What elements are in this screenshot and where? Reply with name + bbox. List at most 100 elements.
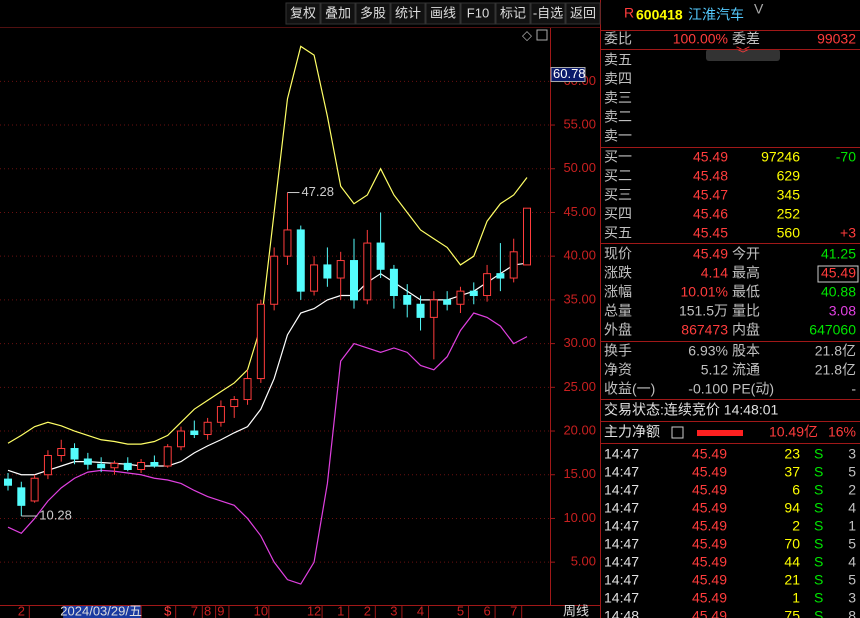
info-label: 收益(一) — [604, 381, 655, 397]
toolbar-label[interactable]: 标记 — [500, 5, 526, 20]
stat-label: 量比 — [732, 303, 760, 319]
tick-time: 14:47 — [604, 518, 639, 534]
suffix: V — [754, 1, 764, 17]
info-value: - — [851, 381, 856, 397]
sell-label: 卖一 — [604, 128, 632, 144]
tick-count: 3 — [848, 446, 856, 462]
high-label: 47.28 — [301, 184, 334, 199]
tick-side: S — [814, 500, 823, 516]
label: 委差 — [732, 31, 760, 47]
candle-body — [469, 290, 478, 297]
tick-count: 8 — [848, 608, 856, 618]
stat-label: 现价 — [604, 246, 632, 262]
toolbar-button[interactable] — [530, 2, 566, 25]
indicator-line — [7, 45, 528, 445]
toolbar-button[interactable] — [425, 2, 461, 25]
tick-volume: 1 — [792, 590, 800, 606]
candle-body — [496, 273, 505, 279]
candle-body — [350, 260, 358, 301]
candle-body — [456, 290, 465, 305]
candle-body — [270, 255, 279, 305]
candle-body — [150, 461, 159, 467]
info-label: 股本 — [732, 343, 760, 359]
x-tick-label: 4 — [417, 603, 424, 618]
x-tick-label: 1 — [337, 603, 344, 618]
toolbar-button[interactable] — [495, 2, 531, 25]
toolbar-label[interactable]: F10 — [467, 5, 489, 20]
candle-body — [137, 461, 146, 470]
menu-icon — [671, 426, 684, 439]
y-tick-label: 50.00 — [563, 160, 596, 175]
x-tick-label: 2 — [18, 603, 25, 618]
tick-count: 5 — [848, 572, 856, 588]
collapse-arrow: ︾ — [736, 46, 750, 62]
x-tick-label: 2024/03/29/五 — [60, 603, 142, 618]
tick-side: S — [814, 590, 823, 606]
toolbar-button[interactable] — [390, 2, 426, 25]
toolbar-label[interactable]: 叠加 — [325, 5, 351, 20]
toolbar-button[interactable] — [565, 2, 601, 25]
candle-body — [230, 399, 239, 408]
toolbar-label[interactable]: -自选 — [533, 5, 563, 20]
tick-price: 45.49 — [692, 536, 727, 552]
buy-label: 买四 — [604, 206, 632, 222]
stock-name: 江淮汽车 — [688, 7, 744, 23]
stat-label: 外盘 — [604, 322, 632, 338]
sell-label: 卖五 — [604, 52, 632, 68]
period-label[interactable]: 周线 — [563, 603, 589, 618]
tick-count: 1 — [848, 518, 856, 534]
candle-body — [243, 378, 252, 401]
toolbar-button[interactable] — [320, 2, 356, 25]
toolbar-label[interactable]: 多股 — [360, 5, 386, 20]
stat-value: 3.08 — [829, 303, 856, 319]
y-tick-label: 10.00 — [563, 510, 596, 525]
stat-value: 151.5万 — [679, 303, 728, 319]
candle-body — [256, 303, 265, 380]
collapse-tab[interactable] — [706, 49, 780, 61]
buy-volume: 629 — [777, 168, 801, 184]
toolbar-label[interactable]: 复权 — [290, 5, 316, 20]
buy-price: 45.45 — [693, 225, 728, 241]
y-tick-label: 5.00 — [571, 554, 596, 569]
label: 委比 — [604, 31, 632, 47]
info-label: 净资 — [604, 362, 632, 378]
toolbar-label[interactable]: 统计 — [395, 5, 421, 20]
stat-value: 10.01% — [681, 284, 728, 300]
toolbar-button[interactable] — [355, 2, 391, 25]
stat-label: 总量 — [604, 303, 632, 319]
candle-body — [30, 477, 39, 502]
flag: R — [624, 5, 634, 21]
toolbar-button[interactable] — [285, 2, 321, 25]
tick-price: 45.49 — [692, 464, 727, 480]
tick-price: 45.49 — [692, 554, 727, 570]
tick-time: 14:48 — [604, 608, 639, 618]
stat-value: 647060 — [809, 322, 856, 338]
tick-side: S — [814, 446, 823, 462]
sell-label: 卖二 — [604, 109, 632, 125]
indicator-line — [7, 262, 528, 476]
toolbar-label[interactable]: 画线 — [430, 5, 456, 20]
toolbar-button[interactable] — [460, 2, 496, 25]
value: 99032 — [817, 31, 856, 47]
selected-date-box — [63, 606, 142, 618]
tick-count: 5 — [848, 536, 856, 552]
tick-side: S — [814, 536, 823, 552]
candle-body — [177, 430, 185, 448]
candle-body — [509, 251, 518, 279]
candle-body — [429, 299, 438, 318]
toolbar-label[interactable]: 返回 — [570, 5, 596, 20]
tick-price: 45.49 — [692, 446, 727, 462]
info-value: 21.8亿 — [815, 362, 856, 378]
tick-price: 45.49 — [692, 572, 727, 588]
buy-volume: 345 — [777, 187, 801, 203]
y-tick-label: 45.00 — [563, 204, 596, 219]
tick-side: S — [814, 608, 823, 618]
tick-volume: 37 — [784, 464, 800, 480]
candle-body — [163, 446, 172, 467]
flow-bar — [697, 430, 743, 436]
candle-body — [483, 273, 492, 297]
info-label: 流通 — [732, 362, 760, 378]
tick-price: 45.49 — [692, 500, 727, 516]
candle-body — [336, 260, 345, 279]
